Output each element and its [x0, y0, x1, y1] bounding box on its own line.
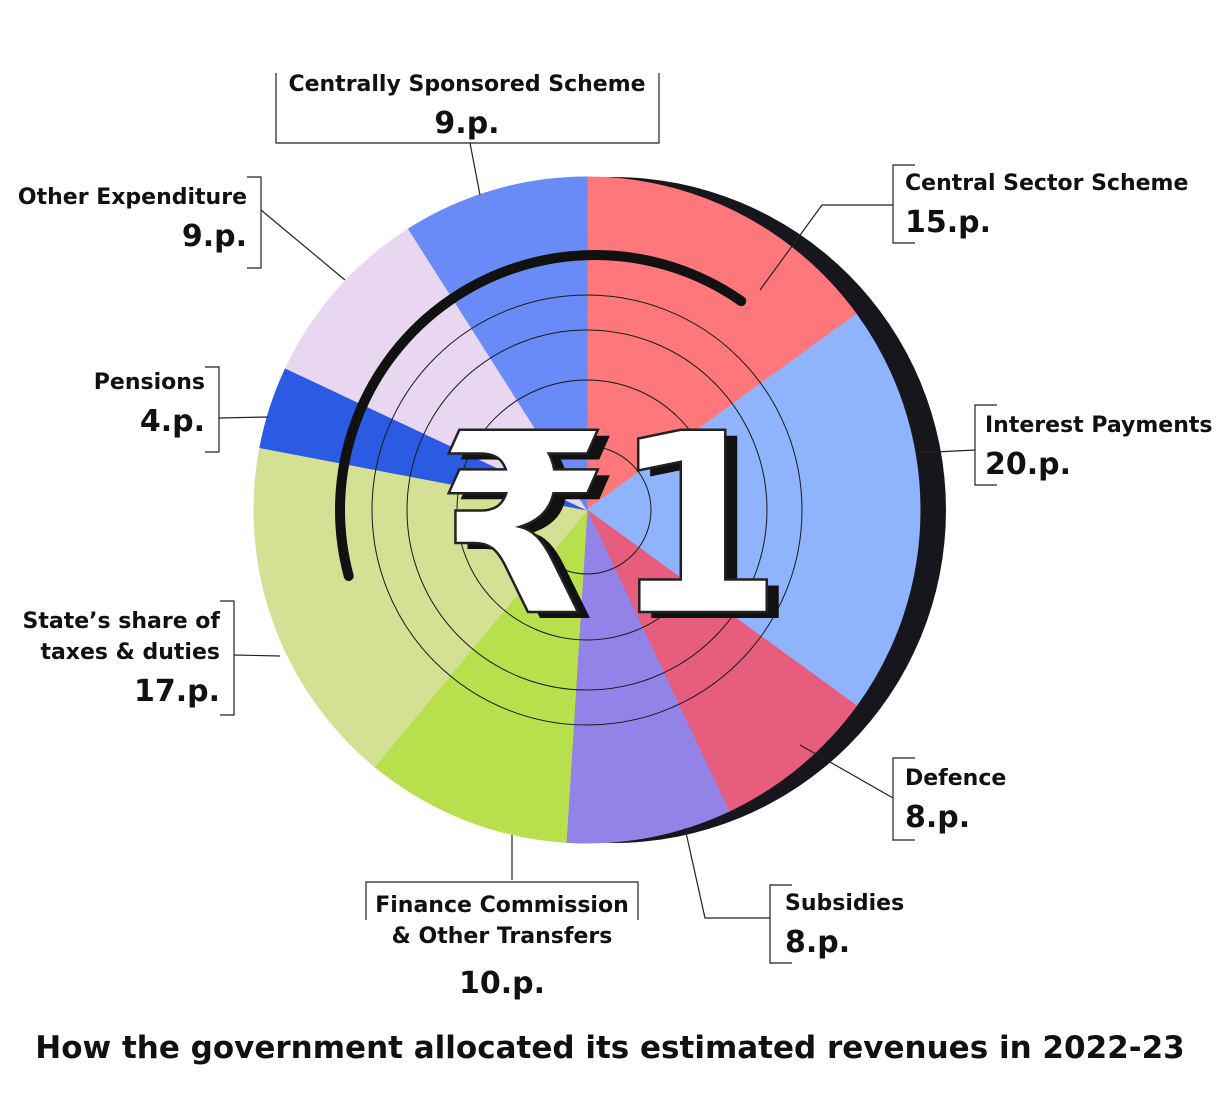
- label-bracket: [220, 600, 235, 716]
- decorative-arc-stroke: [335, 250, 747, 581]
- slice-value: 9.p.: [182, 219, 247, 254]
- grid-ring-2: [456, 379, 718, 641]
- label-other-expenditure: Other Expenditure 9.p.: [18, 176, 346, 281]
- label-state-s-share-of-taxes-duties: State’s share of taxes & duties 17.p.: [23, 600, 281, 716]
- label-centrally-sponsored-scheme: Centrally Sponsored Scheme 9.p.: [275, 72, 660, 196]
- pie-slice-finance-commission-other-transfers: [374, 508, 588, 843]
- label-subsidies: Subsidies 8.p.: [684, 827, 904, 964]
- slice-value: 8.p.: [905, 800, 970, 835]
- slice-name: Subsidies: [785, 891, 904, 916]
- pie-slice-other-expenditure: [285, 228, 589, 512]
- label-finance-commission-other-transfers: Finance Commission & Other Transfers 10.p.: [365, 835, 639, 1001]
- slice-name: Pensions: [94, 370, 205, 395]
- grid-ring-3: [406, 329, 768, 691]
- label-box: [275, 73, 660, 144]
- leader-line: [469, 142, 481, 196]
- leader-line: [260, 209, 346, 281]
- label-pensions: Pensions 4.p.: [94, 366, 269, 453]
- grid-ring-4: [371, 294, 803, 726]
- slice-value: 10.p.: [459, 966, 545, 1001]
- center-label-shadow: ₹1: [448, 386, 796, 677]
- center-rupee-label: ₹1 ₹1: [435, 379, 796, 677]
- slice-value: 8.p.: [785, 925, 850, 960]
- leader-line: [684, 827, 770, 919]
- pie-slice-defence: [586, 509, 858, 812]
- pie-slice-interest-payments: [586, 313, 921, 707]
- label-bracket: [892, 164, 915, 244]
- slice-name: Defence: [905, 766, 1006, 791]
- slice-value: 9.p.: [434, 106, 499, 141]
- slice-name: Finance Commission & Other Transfers: [375, 893, 629, 949]
- leader-line: [759, 204, 893, 291]
- label-bracket: [892, 757, 915, 841]
- center-label: ₹1: [436, 380, 784, 671]
- label-box: [365, 881, 639, 920]
- label-bracket: [974, 404, 997, 486]
- slice-name: Interest Payments: [985, 413, 1213, 438]
- slice-value: 15.p.: [905, 205, 991, 240]
- slice-name: State’s share of taxes & duties: [23, 609, 221, 665]
- leader-line: [218, 416, 269, 419]
- label-bracket: [769, 884, 792, 964]
- slice-value: 17.p.: [134, 674, 220, 709]
- label-central-sector-scheme: Central Sector Scheme 15.p.: [759, 164, 1188, 291]
- label-defence: Defence 8.p.: [799, 744, 1006, 841]
- grid-rings: [371, 294, 803, 726]
- slice-value: 4.p.: [140, 404, 205, 439]
- label-interest-payments: Interest Payments 20.p.: [918, 404, 1213, 486]
- slice-name: Central Sector Scheme: [905, 171, 1188, 196]
- leader-line: [233, 654, 281, 657]
- slice-name: Centrally Sponsored Scheme: [288, 72, 645, 97]
- chart-title: How the government allocated its estimat…: [35, 1030, 1185, 1066]
- slice-labels: Central Sector Scheme 15.p. Interest Payme…: [18, 72, 1213, 1001]
- leader-line: [799, 744, 894, 799]
- pie-slice-subsidies: [565, 509, 730, 844]
- label-bracket: [205, 366, 220, 453]
- decorative-arc: [335, 250, 747, 581]
- slice-name: Other Expenditure: [18, 185, 247, 210]
- leader-line: [918, 449, 976, 453]
- grid-ring-1: [522, 445, 652, 575]
- label-bracket: [247, 176, 262, 269]
- slice-value: 20.p.: [985, 447, 1071, 482]
